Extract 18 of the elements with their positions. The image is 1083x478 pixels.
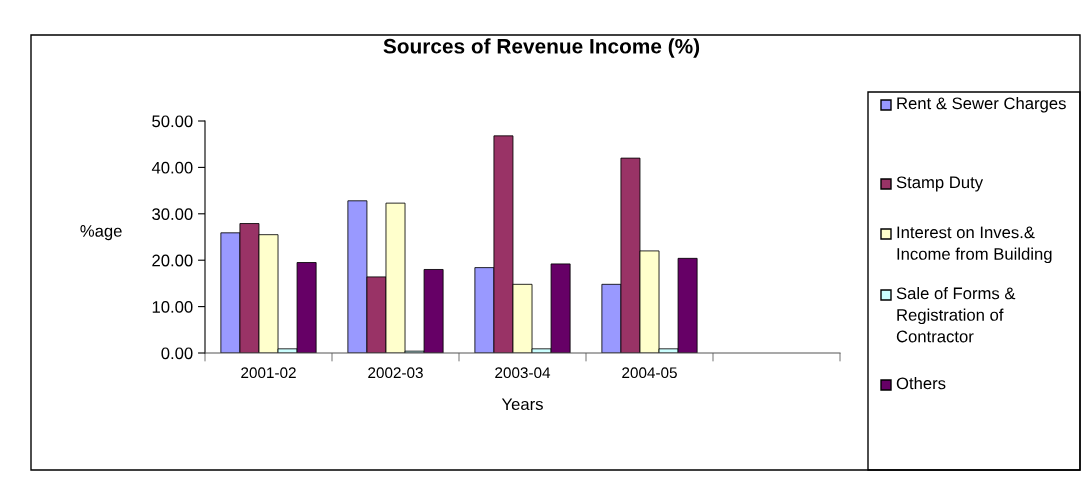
y-tick-label: 20.00: [152, 254, 193, 267]
legend-label: Sale of Forms & Registration of Contractor: [896, 287, 1016, 343]
x-tick-label: 2001-02: [241, 367, 296, 379]
y-tick-label: 10.00: [152, 301, 193, 313]
y-tick-label: 0.00: [161, 347, 193, 360]
x-tick-label: 2002-03: [368, 367, 423, 379]
x-tick-label: 2004-05: [622, 367, 677, 379]
chart-title: Sources of Revenue Income (%): [383, 38, 700, 58]
y-axis-title: %age: [80, 225, 122, 241]
y-tick-label: 50.00: [152, 115, 193, 128]
legend-label: Rent & Sewer Charges: [897, 97, 1066, 113]
y-tick-label: 30.00: [152, 208, 193, 220]
x-axis-title: Years: [501, 398, 543, 411]
legend-label: Others: [896, 377, 946, 390]
legend-label: Stamp Duty: [896, 176, 984, 192]
y-tick-label: 40.00: [151, 161, 193, 174]
x-tick-label: 2003-04: [495, 367, 551, 379]
legend-label: Interest on Inves.& Income from Building: [897, 226, 1052, 264]
